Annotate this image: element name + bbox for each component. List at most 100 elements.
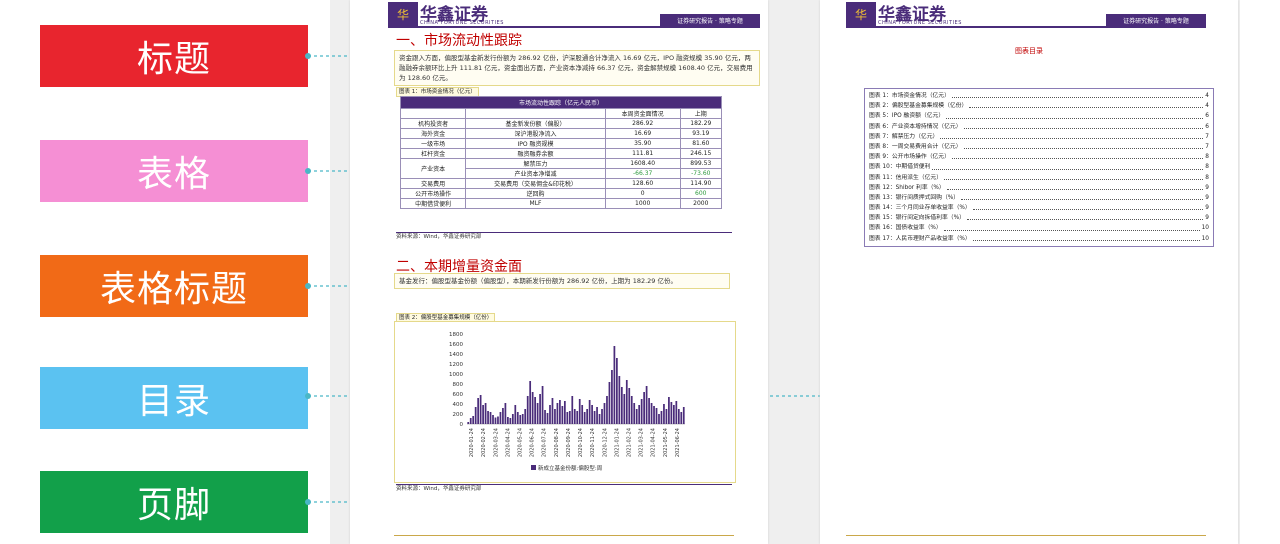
toc-leader — [963, 142, 1204, 150]
bar — [563, 401, 566, 424]
legend-swatch — [531, 465, 536, 470]
toc-item[interactable]: 图表 8：一周交易费用合计（亿元） 7 — [869, 142, 1209, 152]
bar — [675, 401, 678, 424]
logo-mark: 华 — [388, 2, 418, 26]
bar — [645, 386, 648, 424]
toc-item[interactable]: 图表 14：三个月同业存单收益率（%） 9 — [869, 203, 1209, 213]
toc-item[interactable]: 图表 1：市场资金情况（亿元） 4 — [869, 91, 1209, 101]
bar — [655, 408, 658, 424]
bar — [492, 415, 494, 424]
section-title-1: 一、市场流动性跟踪 — [396, 30, 522, 51]
toc-list: 图表 1：市场资金情况（亿元） 4 图表 2：偏股型基金募集规模（亿份） 4 图表 5：… — [864, 88, 1214, 247]
table-cell-last: 246.15 — [679, 148, 723, 159]
toc-item[interactable]: 图表 2：偏股型基金募集规模（亿份） 4 — [869, 101, 1209, 111]
x-tick-label: 2020-07-24 — [542, 428, 548, 457]
toc-item-page: 9 — [1205, 184, 1209, 191]
toc-item[interactable]: 图表 6：产业资本增持情况（亿元） 6 — [869, 122, 1209, 132]
bar — [524, 409, 527, 424]
table-title: 市场流动性跟踪（亿元人民币） — [400, 96, 722, 109]
bar — [663, 404, 665, 424]
bar — [591, 405, 593, 424]
bar — [556, 403, 559, 424]
logo-subtitle: CHINA FORTUNE SECURITIES — [420, 20, 504, 26]
bar — [593, 411, 596, 424]
table-cell-last: 81.60 — [679, 138, 723, 149]
toc-leader — [969, 101, 1204, 109]
bar — [469, 418, 472, 424]
bar — [635, 409, 638, 424]
bar — [682, 407, 685, 424]
legend-title: 标题 — [40, 25, 308, 87]
toc-leader — [972, 234, 1200, 241]
bar — [588, 400, 591, 424]
bar — [616, 358, 618, 424]
toc-item[interactable]: 图表 10：中期借贷便利 8 — [869, 162, 1209, 172]
toc-item[interactable]: 图表 5：IPO 融资额（亿元） 6 — [869, 111, 1209, 121]
table-cell-category: 中期借贷便利 — [399, 198, 467, 209]
bar — [482, 405, 484, 424]
chart-frame: 1800 1600 1400 1200 1000 800 600 400 200 0 2020-01… — [394, 321, 736, 483]
table-cell-item: MLF — [465, 198, 606, 209]
y-tick-label: 1800 — [449, 332, 463, 338]
bar — [534, 397, 536, 424]
bar — [640, 399, 643, 424]
toc-item[interactable]: 图表 12：Shibor 利率（%） 9 — [869, 183, 1209, 193]
bar — [603, 403, 606, 424]
chart-source: 资料来源：Wind，华鑫证券研究部 — [396, 484, 732, 493]
x-tick-label: 2020-10-24 — [578, 428, 584, 457]
bar — [539, 394, 541, 424]
x-tick-label: 2020-11-24 — [590, 428, 596, 457]
bar — [573, 409, 576, 424]
table-row: 杠杆资金 融资融券余额 111.81 246.15 — [399, 148, 723, 159]
legend-table-caption: 表格标题 — [40, 255, 308, 317]
footer-band — [394, 535, 734, 544]
toc-item[interactable]: 图表 7：解禁压力（亿元） 7 — [869, 132, 1209, 142]
bar — [658, 414, 660, 424]
toc-item[interactable]: 图表 11：信用派生（亿元） 8 — [869, 173, 1209, 183]
bar — [499, 412, 502, 424]
toc-item[interactable]: 图表 9：公开市场操作（亿元） 8 — [869, 152, 1209, 162]
toc-item-page: 9 — [1205, 205, 1209, 212]
connector-dot-caption — [305, 283, 311, 289]
toc-item-page: 10 — [1201, 225, 1209, 232]
table-cell-this: 111.81 — [604, 148, 681, 159]
connector-dot-toc — [305, 393, 311, 399]
bar — [618, 376, 621, 424]
x-tick-label: 2021-01-24 — [614, 428, 620, 457]
toc-item[interactable]: 图表 15：银行间定向拆借利率（%） 9 — [869, 213, 1209, 223]
table-cell-last: 899.53 — [679, 158, 723, 169]
toc-item[interactable]: 图表 17：人民币理财产品收益率（%） 10 — [869, 234, 1209, 244]
toc-item-label: 图表 12：Shibor 利率（%） — [869, 184, 945, 191]
bar — [586, 409, 589, 424]
toc-leader — [946, 111, 1204, 119]
bar — [546, 413, 549, 424]
table-cell-last: 600 — [679, 188, 723, 199]
table-cell-item: 深沪港股净流入 — [465, 128, 606, 139]
legend-label: 新成立基金份额:偏股型:周 — [538, 464, 602, 472]
toc-item[interactable]: 图表 13：银行间质押式回购（%） 9 — [869, 193, 1209, 203]
table-row: 交易费用 交易费用（交易佣金&印花税） 128.60 114.90 — [399, 178, 723, 189]
bar — [467, 422, 470, 424]
bar — [494, 417, 497, 424]
toc-leader — [932, 162, 1204, 170]
y-tick-label: 1200 — [449, 362, 463, 368]
footer-band — [846, 535, 1206, 544]
table-row: 机构投资者 基金新发份额（偏股） 286.92 182.29 — [399, 118, 723, 129]
toc-item-label: 图表 9：公开市场操作（亿元） — [869, 154, 950, 161]
toc-leader — [940, 132, 1204, 139]
bar — [576, 411, 579, 424]
toc-item-label: 图表 15：银行间定向拆借利率（%） — [869, 215, 965, 222]
table-cell-item: 基金新发份额（偏股） — [465, 118, 606, 129]
toc-leader — [972, 203, 1204, 211]
bar — [606, 396, 608, 424]
x-tick-label: 2021-04-24 — [651, 428, 657, 457]
table-row: 公开市场操作 逆回购 0 600 — [399, 188, 723, 199]
toc-item[interactable]: 图表 16：国债收益率（%） 10 — [869, 223, 1209, 233]
bar — [598, 414, 601, 424]
bar — [511, 414, 514, 424]
bar — [516, 412, 519, 424]
table-cell-this: -66.37 — [604, 168, 681, 179]
bar — [504, 403, 507, 424]
toc-item-label: 图表 10：中期借贷便利 — [869, 164, 931, 171]
x-tick-label: 2020-01-24 — [469, 428, 475, 457]
